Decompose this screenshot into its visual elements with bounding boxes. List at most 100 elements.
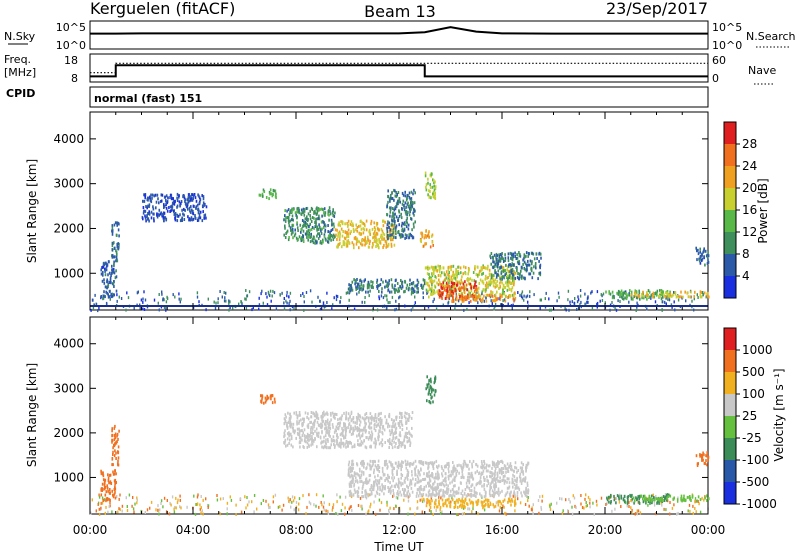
range-gate-cell: [333, 214, 336, 218]
range-gate-cell: [342, 444, 345, 448]
range-gate-cell: [387, 486, 389, 489]
range-gate-cell: [424, 174, 427, 178]
range-gate-cell: [306, 438, 309, 441]
range-gate-cell: [530, 508, 533, 512]
range-gate-cell: [489, 494, 492, 498]
range-gate-cell: [299, 445, 301, 449]
range-gate-cell: [397, 230, 400, 233]
range-gate-cell: [491, 291, 494, 295]
range-gate-cell: [571, 300, 573, 304]
range-gate-cell: [481, 484, 483, 488]
range-gate-cell: [313, 211, 315, 214]
range-gate-cell: [353, 445, 355, 449]
range-gate-cell: [451, 488, 454, 492]
range-gate-cell: [393, 440, 395, 444]
range-gate-cell: [707, 258, 709, 262]
range-gate-cell: [467, 295, 469, 299]
range-gate-cell: [137, 290, 139, 294]
range-gate-cell: [355, 228, 357, 232]
range-gate-cell: [205, 497, 207, 501]
range-gate-cell: [481, 290, 483, 294]
range-gate-cell: [408, 492, 411, 496]
range-gate-cell: [318, 232, 320, 236]
range-gate-cell: [383, 237, 386, 241]
range-gate-cell: [102, 265, 104, 269]
range-gate-cell: [446, 286, 449, 290]
range-gate-cell: [406, 417, 409, 421]
range-gate-cell: [631, 499, 633, 503]
range-gate-cell: [361, 428, 364, 432]
range-gate-cell: [442, 491, 444, 495]
range-gate-cell: [364, 489, 366, 493]
range-gate-cell: [229, 495, 231, 499]
range-gate-cell: [508, 263, 510, 267]
range-gate-cell: [703, 248, 705, 252]
range-gate-cell: [412, 222, 415, 226]
range-gate-cell: [217, 301, 219, 305]
range-gate-cell: [290, 437, 293, 441]
range-gate-cell: [316, 227, 319, 231]
range-gate-cell: [451, 274, 454, 277]
range-gate-cell: [651, 293, 654, 297]
range-gate-cell: [569, 500, 571, 504]
range-gate-cell: [305, 225, 308, 229]
range-gate-cell: [105, 290, 107, 294]
range-gate-cell: [340, 227, 343, 231]
range-gate-cell: [429, 190, 431, 193]
range-gate-cell: [348, 241, 351, 245]
range-gate-cell: [450, 289, 452, 293]
range-gate-cell: [109, 278, 112, 282]
range-gate-cell: [198, 300, 200, 304]
range-gate-cell: [669, 290, 671, 294]
range-gate-cell: [692, 511, 694, 515]
range-gate-cell: [699, 250, 701, 254]
range-gate-cell: [298, 502, 300, 506]
range-gate-cell: [297, 238, 299, 241]
range-gate-cell: [524, 491, 527, 495]
range-gate-cell: [516, 275, 519, 279]
range-gate-cell: [418, 486, 421, 490]
range-gate-cell: [452, 276, 455, 280]
range-gate-cell: [213, 300, 215, 304]
range-gate-cell: [171, 495, 174, 499]
range-gate-cell: [113, 255, 115, 259]
range-gate-cell: [116, 221, 118, 225]
range-gate-cell: [467, 272, 469, 276]
range-gate-cell: [147, 212, 149, 215]
range-gate-cell: [408, 430, 410, 434]
range-gate-cell: [703, 498, 705, 502]
range-gate-cell: [420, 485, 422, 488]
range-gate-cell: [285, 232, 287, 235]
range-gate-cell: [489, 474, 491, 478]
range-gate-cell: [360, 282, 363, 286]
range-gate-cell: [386, 477, 389, 481]
range-gate-cell: [447, 490, 449, 494]
range-gate-cell: [115, 275, 118, 279]
range-gate-cell: [299, 436, 302, 440]
range-gate-cell: [198, 209, 200, 213]
range-gate-cell: [481, 297, 484, 301]
range-gate-cell: [389, 208, 392, 211]
range-gate-cell: [292, 230, 294, 234]
range-gate-cell: [398, 233, 401, 237]
range-gate-cell: [349, 440, 351, 444]
range-gate-cell: [380, 423, 382, 427]
range-gate-cell: [399, 420, 401, 423]
range-gate-cell: [272, 289, 274, 293]
range-gate-cell: [194, 216, 197, 220]
range-gate-cell: [114, 255, 116, 259]
range-gate-cell: [205, 308, 207, 312]
range-gate-cell: [527, 491, 529, 495]
range-gate-cell: [377, 474, 379, 478]
range-gate-cell: [301, 434, 304, 438]
range-gate-cell: [394, 461, 397, 465]
range-gate-cell: [402, 222, 405, 226]
range-gate-cell: [336, 245, 338, 249]
range-gate-cell: [315, 493, 318, 497]
range-gate-cell: [338, 230, 341, 234]
range-gate-cell: [662, 295, 664, 299]
range-gate-cell: [100, 268, 102, 272]
range-gate-cell: [704, 249, 707, 253]
range-gate-cell: [429, 461, 432, 465]
